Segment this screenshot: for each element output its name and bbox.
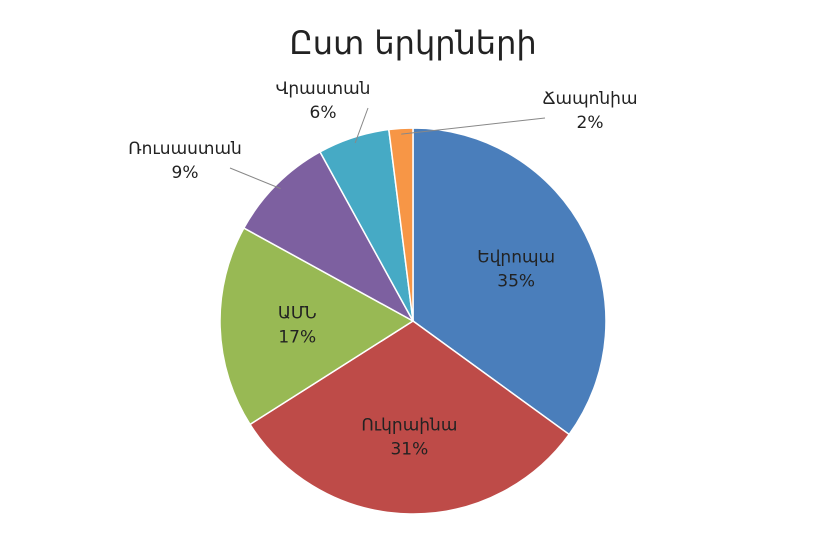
pie-slice: [249, 320, 571, 515]
pie-slice: [387, 127, 414, 322]
leader-line: [229, 167, 281, 190]
slice-value: 17%: [278, 328, 316, 348]
slice-label: Ռուսաստան: [128, 139, 242, 159]
leader-line: [354, 107, 369, 144]
pie-slice: [412, 127, 607, 436]
pie-slice: [242, 150, 415, 323]
pie-slice: [219, 227, 415, 426]
chart-title: Ըստ երկրների: [289, 24, 536, 62]
slice-value: 35%: [497, 271, 535, 291]
slice-label: Ուկրաինա: [361, 416, 457, 436]
slice-value: 31%: [390, 440, 428, 460]
slice-label: ԱՄՆ: [278, 304, 317, 324]
slice-value: 9%: [172, 163, 199, 183]
slice-label: Եվրոպա: [477, 247, 555, 267]
slice-label: Վրաստան: [276, 79, 371, 99]
leader-line: [401, 117, 546, 135]
slice-value: 6%: [310, 103, 337, 123]
slice-label: Ճապոնիա: [542, 89, 637, 109]
slice-value: 2%: [577, 113, 604, 133]
